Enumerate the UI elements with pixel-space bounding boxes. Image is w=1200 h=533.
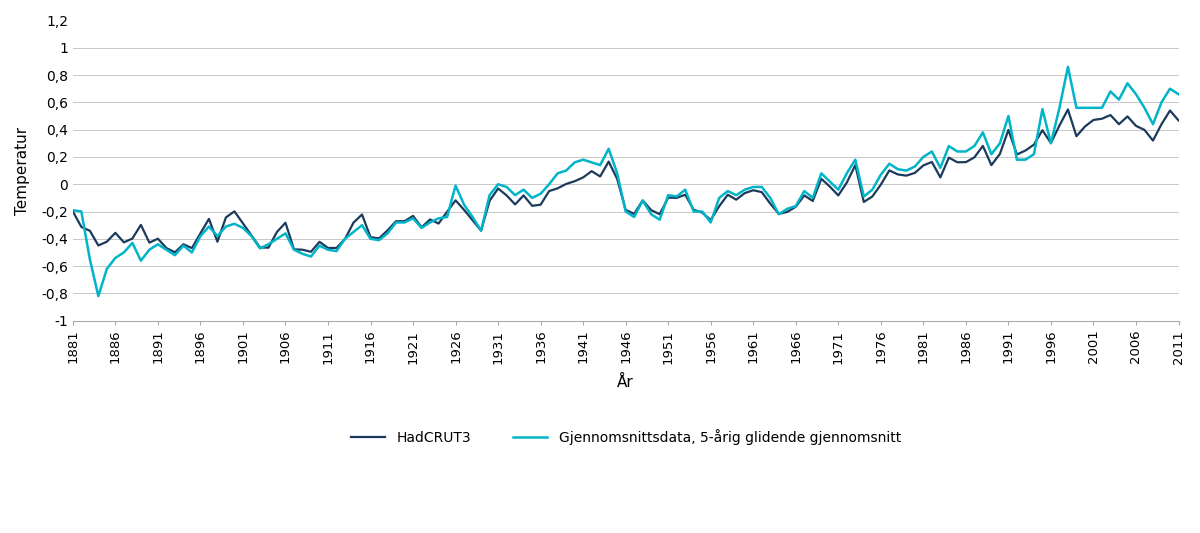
Legend: HadCRUT3, Gjennomsnittsdata, 5-årig glidende gjennomsnitt: HadCRUT3, Gjennomsnittsdata, 5-årig glid… <box>346 424 906 451</box>
Gjennomsnittsdata, 5-årig glidende gjennomsnitt <box>176 243 191 249</box>
HadCRUT3 <box>1171 117 1186 124</box>
HadCRUT3 <box>636 197 650 204</box>
Gjennomsnittsdata, 5-årig glidende gjennomsnitt <box>916 154 930 160</box>
Y-axis label: Temperatur: Temperatur <box>14 126 30 215</box>
X-axis label: År: År <box>617 375 634 390</box>
Line: HadCRUT3: HadCRUT3 <box>73 109 1178 252</box>
Gjennomsnittsdata, 5-årig glidende gjennomsnitt <box>66 207 80 213</box>
HadCRUT3 <box>176 241 191 247</box>
HadCRUT3 <box>508 201 522 208</box>
HadCRUT3 <box>482 198 497 204</box>
Gjennomsnittsdata, 5-årig glidende gjennomsnitt <box>508 192 522 198</box>
Gjennomsnittsdata, 5-årig glidende gjennomsnitt <box>482 192 497 198</box>
HadCRUT3 <box>916 162 930 168</box>
Gjennomsnittsdata, 5-årig glidende gjennomsnitt <box>91 293 106 300</box>
Gjennomsnittsdata, 5-årig glidende gjennomsnitt <box>422 219 437 225</box>
Gjennomsnittsdata, 5-årig glidende gjennomsnitt <box>636 197 650 204</box>
HadCRUT3 <box>1061 106 1075 112</box>
Line: Gjennomsnittsdata, 5-årig glidende gjennomsnitt: Gjennomsnittsdata, 5-årig glidende gjenn… <box>73 67 1178 296</box>
Gjennomsnittsdata, 5-årig glidende gjennomsnitt <box>1061 63 1075 70</box>
Gjennomsnittsdata, 5-årig glidende gjennomsnitt <box>1171 91 1186 98</box>
HadCRUT3 <box>168 249 182 255</box>
HadCRUT3 <box>66 208 80 215</box>
HadCRUT3 <box>422 216 437 223</box>
